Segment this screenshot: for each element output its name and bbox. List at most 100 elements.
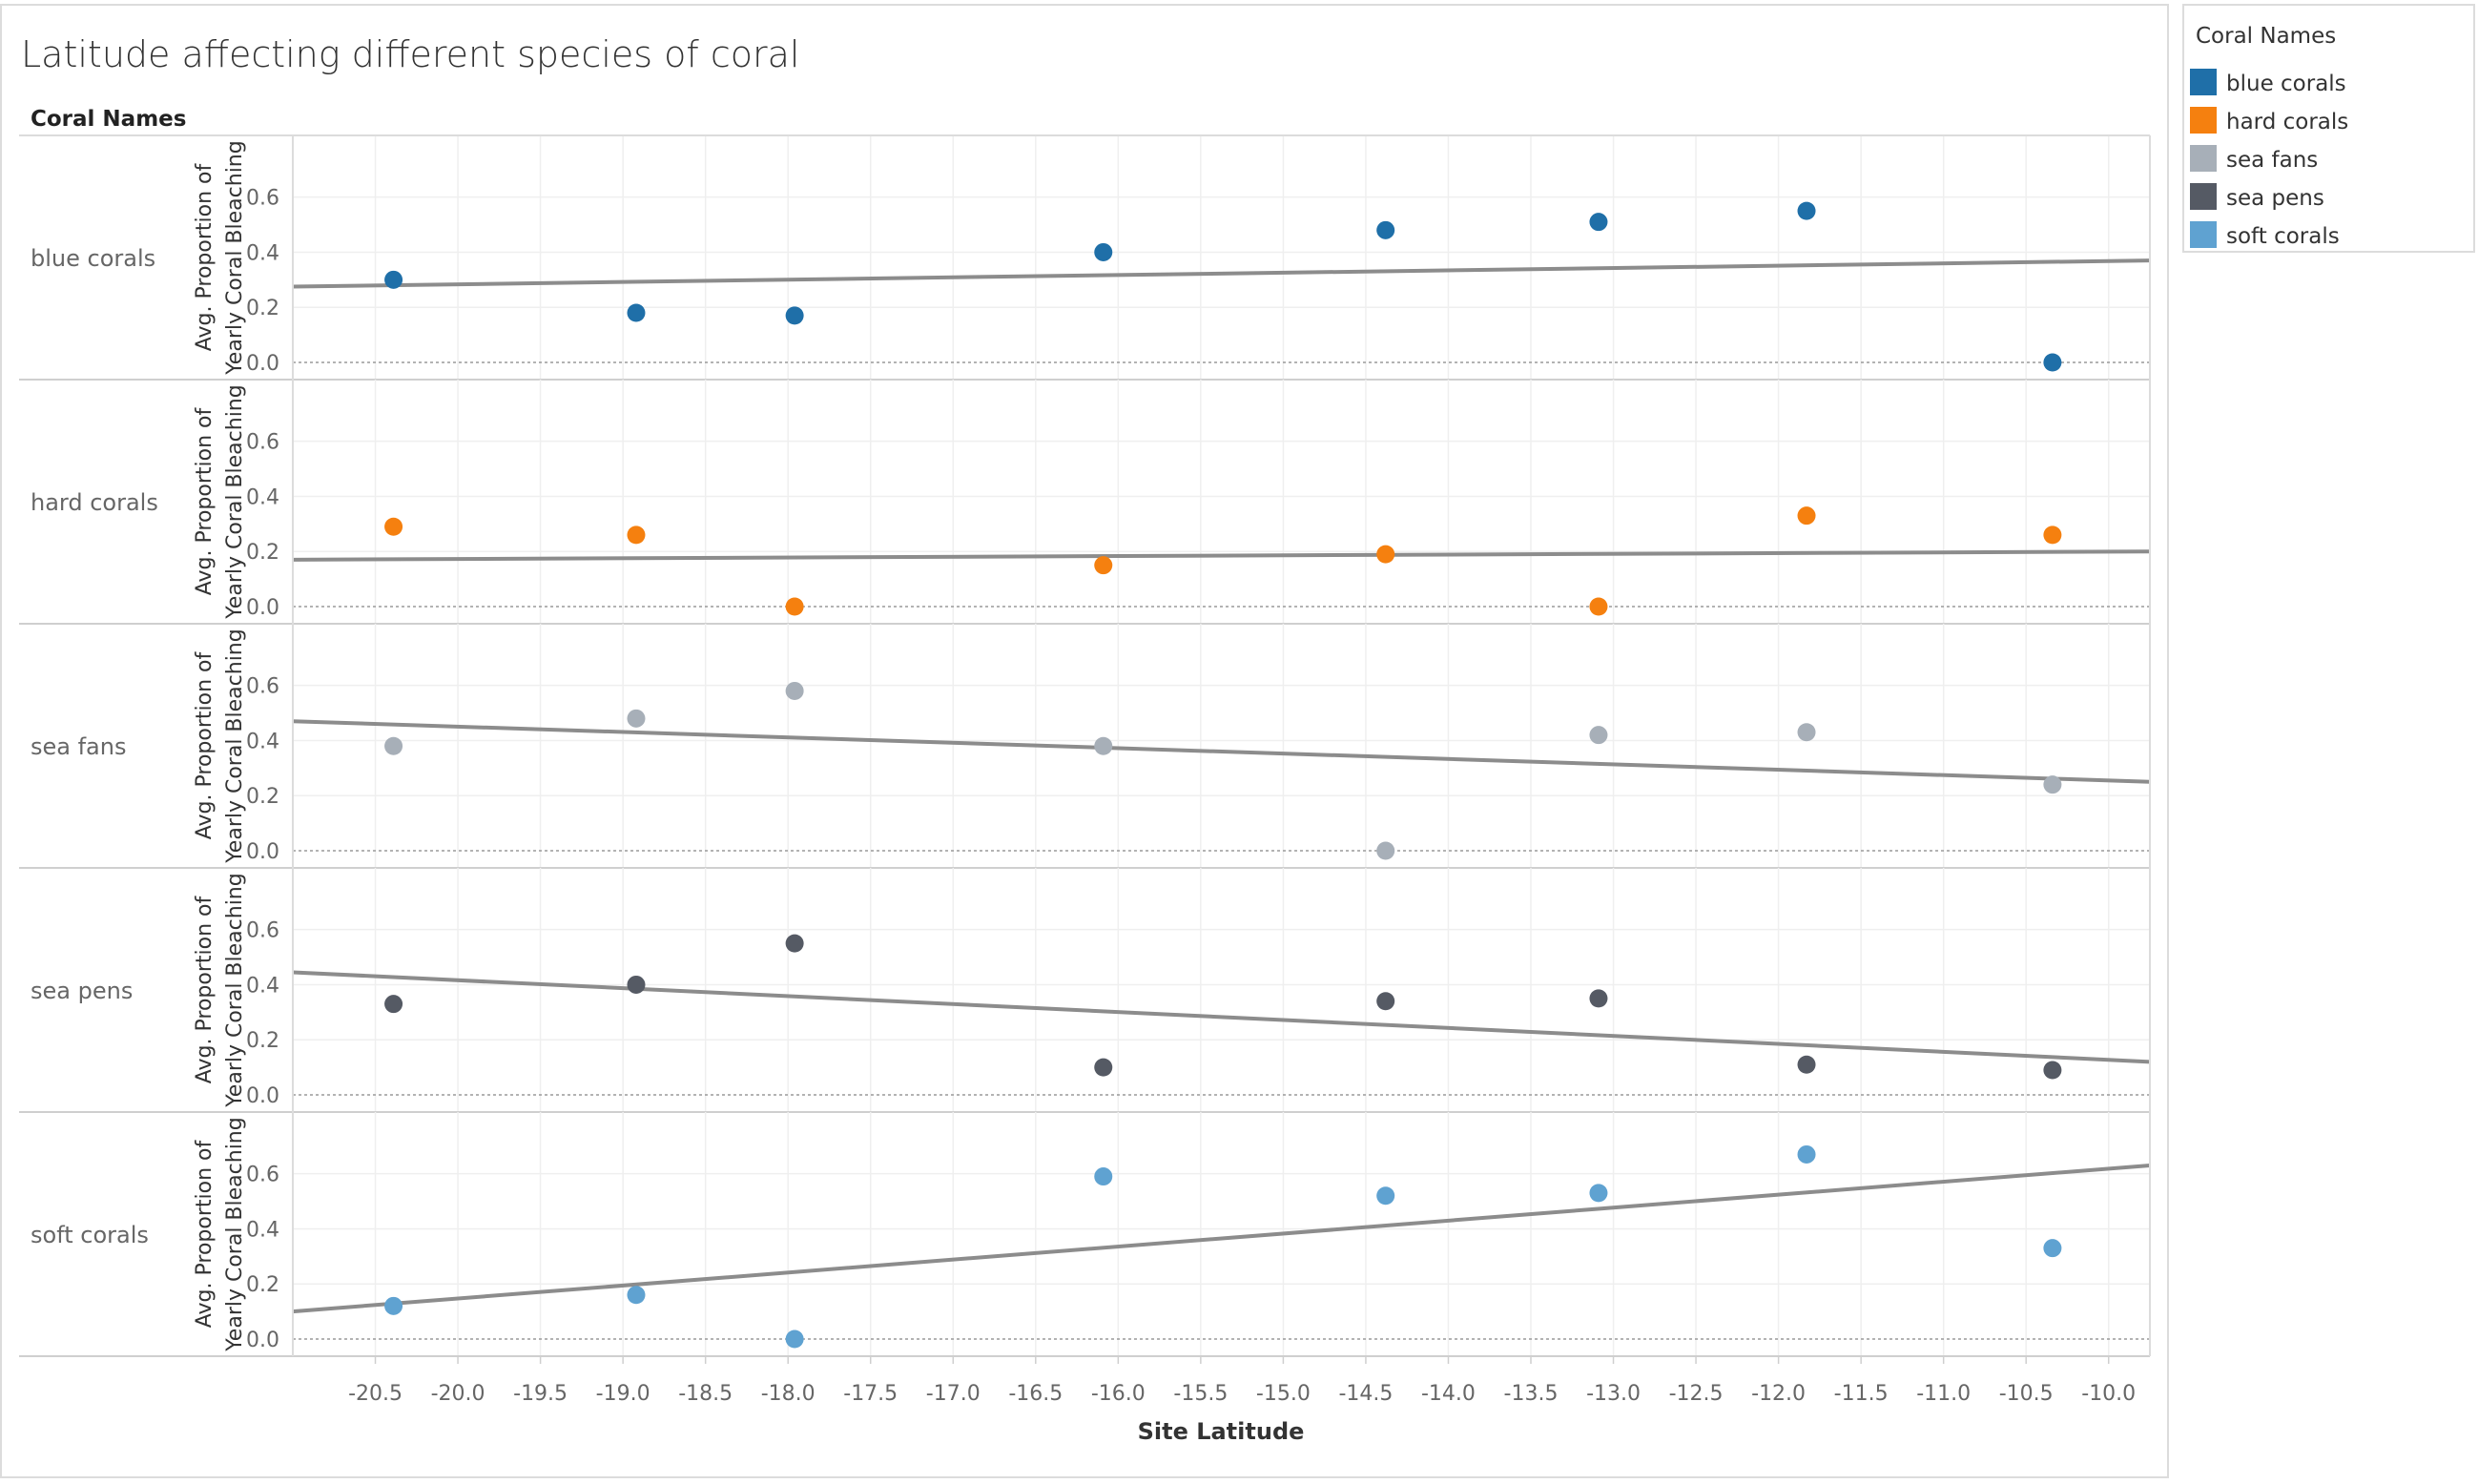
x-tick-label: -12.0: [1751, 1382, 1806, 1406]
legend: blue corals hard corals sea fans sea pens so…: [2190, 69, 2348, 249]
x-tick-label: -11.0: [1916, 1382, 1971, 1406]
data-point: [785, 681, 804, 700]
data-point: [627, 303, 646, 322]
trend-line: [292, 970, 2151, 1064]
x-tick-label: -19.0: [596, 1382, 650, 1406]
x-tick-label: -15.5: [1173, 1382, 1228, 1406]
legend-label: sea pens: [2226, 186, 2324, 211]
data-point: [785, 306, 804, 325]
data-point: [1589, 726, 1608, 745]
data-point: [1589, 989, 1608, 1008]
x-tick-label: -20.5: [348, 1382, 403, 1406]
y-tick-label: 0.6: [246, 919, 279, 943]
data-point: [384, 270, 403, 289]
y-tick-label: 0.6: [246, 187, 279, 211]
data-point: [1376, 992, 1395, 1011]
data-point: [1094, 1058, 1113, 1077]
row-label: hard corals: [31, 489, 158, 516]
y-tick-label: 0.4: [246, 974, 279, 998]
legend-swatch: [2190, 69, 2217, 95]
data-point: [627, 526, 646, 545]
row-label: sea pens: [31, 978, 133, 1004]
y-tick-label: 0.0: [246, 596, 279, 620]
y-tick-label: 0.0: [246, 1084, 279, 1108]
trend-line: [292, 549, 2151, 562]
y-axis-title: Yearly Coral Bleaching: [223, 873, 247, 1107]
data-point: [785, 597, 804, 616]
row-header: Coral Names: [31, 107, 186, 132]
y-tick-label: 0.4: [246, 241, 279, 265]
data-point: [785, 1329, 804, 1349]
data-point: [1094, 242, 1113, 261]
y-axis-title: Yearly Coral Bleaching: [223, 1117, 247, 1351]
data-point: [1797, 1144, 1816, 1164]
x-tick-label: -16.5: [1008, 1382, 1063, 1406]
legend-label: soft corals: [2226, 224, 2340, 249]
y-tick-label: 0.2: [246, 1029, 279, 1053]
y-axis-title: Yearly Coral Bleaching: [223, 140, 247, 375]
x-tick-label: -11.5: [1834, 1382, 1889, 1406]
data-point: [1376, 220, 1395, 239]
panel-sea-fans: sea fans 0.0 0.2 0.4 0.6 Avg. Proportion of Ye…: [19, 624, 2151, 869]
legend-label: hard corals: [2226, 110, 2348, 134]
x-tick-label: -17.5: [843, 1382, 898, 1406]
data-point: [1094, 1167, 1113, 1186]
y-tick-label: 0.4: [246, 1218, 279, 1242]
data-point: [1589, 597, 1608, 616]
row-label: blue corals: [31, 245, 155, 272]
x-tick-label: -13.0: [1586, 1382, 1641, 1406]
legend-label: sea fans: [2226, 148, 2318, 173]
y-axis-title: Avg. Proportion of: [193, 896, 217, 1084]
data-point: [2043, 526, 2062, 545]
trend-line: [292, 719, 2151, 784]
y-axis-title: Avg. Proportion of: [193, 651, 217, 840]
y-tick-label: 0.0: [246, 352, 279, 376]
data-point: [1376, 545, 1395, 564]
data-point: [1589, 1184, 1608, 1203]
y-tick-label: 0.2: [246, 1273, 279, 1297]
x-tick-label: -10.0: [2081, 1382, 2136, 1406]
legend-label: blue corals: [2226, 72, 2346, 96]
x-tick-label: -10.5: [1999, 1382, 2054, 1406]
data-point: [785, 934, 804, 953]
y-tick-label: 0.2: [246, 541, 279, 565]
x-tick-label: -18.0: [761, 1382, 816, 1406]
legend-swatch: [2190, 145, 2217, 172]
x-tick-label: -14.0: [1421, 1382, 1476, 1406]
trend-line: [292, 1164, 2151, 1314]
row-label: soft corals: [31, 1222, 149, 1248]
data-point: [384, 1296, 403, 1315]
legend-swatch: [2190, 221, 2217, 248]
y-axis-title: Avg. Proportion of: [193, 407, 217, 596]
data-point: [627, 709, 646, 728]
data-point: [1376, 1186, 1395, 1206]
panel-blue-corals: blue corals 0.0 0.2 0.4 0.6 Avg. Proportion o…: [19, 135, 2151, 381]
x-tick-label: -20.0: [431, 1382, 485, 1406]
y-tick-label: 0.4: [246, 730, 279, 753]
data-point: [384, 517, 403, 536]
x-tick-label: -14.5: [1338, 1382, 1393, 1406]
data-point: [627, 1286, 646, 1305]
panel-soft-corals: soft corals 0.0 0.2 0.4 0.6 Avg. Proportion o…: [19, 1112, 2151, 1357]
data-point: [2043, 1061, 2062, 1080]
data-point: [627, 975, 646, 994]
legend-frame: [2182, 4, 2475, 253]
data-point: [1589, 213, 1608, 232]
x-tick-label: -15.0: [1256, 1382, 1311, 1406]
y-tick-label: 0.2: [246, 785, 279, 809]
data-point: [384, 995, 403, 1014]
x-axis: -20.5 -20.0 -19.5 -19.0 -18.5 -18.0 -17.5 -17.0…: [348, 1356, 2136, 1406]
y-tick-label: 0.6: [246, 1164, 279, 1187]
x-tick-label: -13.5: [1504, 1382, 1559, 1406]
y-axis-title: Yearly Coral Bleaching: [223, 629, 247, 863]
row-label: sea fans: [31, 733, 126, 760]
x-tick-label: -12.5: [1669, 1382, 1724, 1406]
data-point: [384, 736, 403, 755]
x-tick-label: -17.0: [926, 1382, 981, 1406]
panels: blue corals 0.0 0.2 0.4 0.6 Avg. Proportion o…: [19, 134, 2151, 1357]
y-tick-label: 0.6: [246, 431, 279, 455]
data-point: [1797, 506, 1816, 526]
panel-hard-corals: hard corals 0.0 0.2 0.4 0.6 Avg. Proportion o…: [19, 380, 2151, 625]
chart-title: Latitude affecting different species of …: [21, 33, 799, 75]
